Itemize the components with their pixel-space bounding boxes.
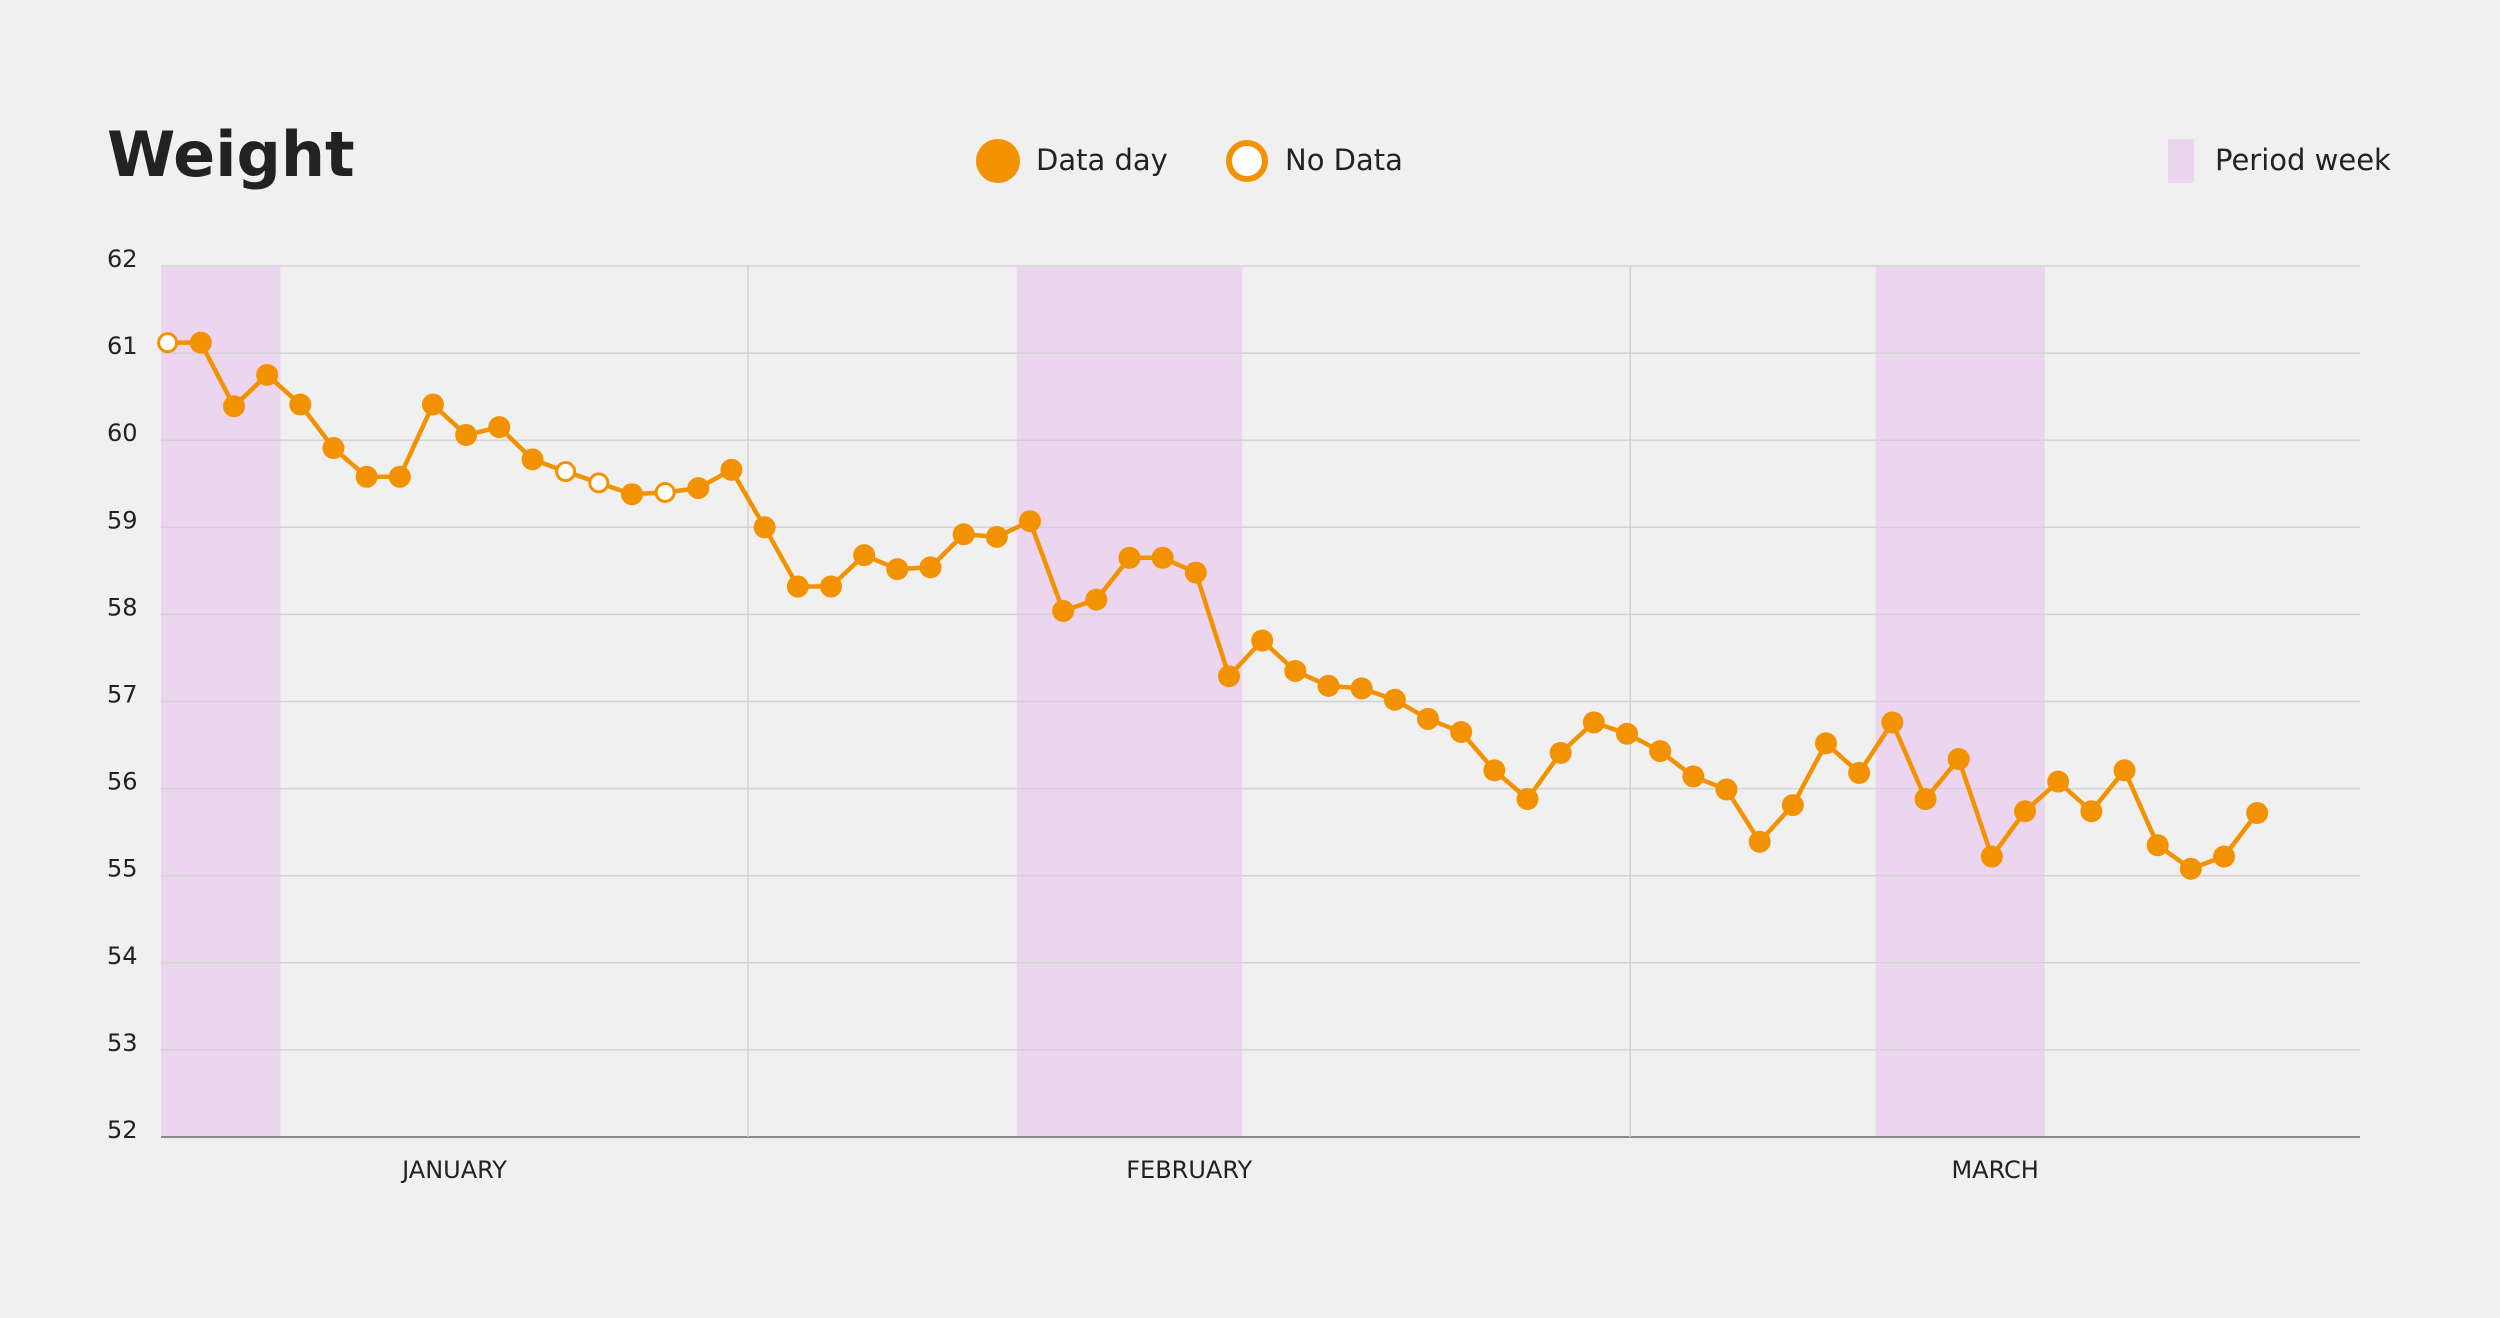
data-point xyxy=(786,575,809,598)
data-point xyxy=(1980,845,2003,868)
data-point xyxy=(1416,707,1439,730)
no-data-point xyxy=(588,472,610,494)
data-point xyxy=(1251,629,1274,652)
line-segment xyxy=(1890,721,1928,800)
line-segment xyxy=(1027,520,1066,612)
data-point xyxy=(1052,599,1075,622)
data-point xyxy=(1947,747,1970,770)
data-point xyxy=(1483,759,1506,782)
data-point xyxy=(1118,546,1141,569)
y-tick-label: 57 xyxy=(107,681,138,709)
no-data-point xyxy=(157,332,179,354)
data-point xyxy=(1450,720,1473,743)
y-tick-label: 61 xyxy=(107,332,138,360)
data-point xyxy=(388,465,411,488)
y-tick-label: 58 xyxy=(107,593,138,621)
data-point xyxy=(620,483,643,506)
data-point xyxy=(1781,794,1804,817)
line-segment xyxy=(1193,571,1232,677)
data-point xyxy=(687,477,710,500)
y-tick-label: 52 xyxy=(107,1116,138,1144)
data-point xyxy=(1549,741,1572,764)
data-point xyxy=(1748,830,1771,853)
data-point xyxy=(2113,759,2136,782)
data-point xyxy=(1881,711,1904,734)
data-point xyxy=(289,393,312,416)
legend-label: Period week xyxy=(2215,143,2391,177)
data-point xyxy=(1914,788,1937,811)
line-segment xyxy=(397,403,436,478)
data-point xyxy=(2213,845,2236,868)
data-point xyxy=(1815,732,1838,755)
legend-label: No Data xyxy=(1285,143,1403,177)
data-point xyxy=(222,395,245,418)
data-point xyxy=(1516,788,1539,811)
data-point xyxy=(2080,800,2103,823)
no-data-point xyxy=(555,461,577,483)
data-point xyxy=(1649,740,1672,763)
y-tick-label: 59 xyxy=(107,506,138,534)
data-point xyxy=(421,393,444,416)
chart-title: Weight xyxy=(107,118,355,191)
y-tick-label: 55 xyxy=(107,855,138,883)
data-point xyxy=(886,558,909,581)
data-point xyxy=(919,556,942,579)
data-point xyxy=(2146,834,2169,857)
data-point xyxy=(2014,800,2037,823)
data-point xyxy=(1184,561,1207,584)
data-point xyxy=(322,437,345,460)
line-segment xyxy=(1790,742,1828,807)
y-tick-label: 62 xyxy=(107,245,138,273)
y-tick-label: 53 xyxy=(107,1029,138,1057)
line-segment xyxy=(2122,769,2160,847)
no-data-point xyxy=(654,481,676,503)
data-point xyxy=(355,465,378,488)
data-point xyxy=(1616,722,1638,745)
line-segment xyxy=(1956,758,1994,858)
data-point xyxy=(1715,778,1738,801)
data-point xyxy=(1284,660,1307,683)
legend-marker xyxy=(976,139,1020,183)
data-point xyxy=(2179,857,2202,880)
data-point xyxy=(753,516,776,539)
data-point xyxy=(1217,665,1240,688)
data-point xyxy=(1682,765,1705,788)
data-point xyxy=(455,423,478,446)
line-segment xyxy=(762,526,800,588)
line-segment xyxy=(198,341,236,408)
month-label: JANUARY xyxy=(400,1156,507,1184)
data-point xyxy=(985,525,1008,548)
data-point xyxy=(2047,770,2070,793)
data-point xyxy=(488,416,511,439)
data-point xyxy=(1151,546,1174,569)
data-point xyxy=(2246,801,2269,824)
data-point xyxy=(256,363,279,386)
legend-marker xyxy=(1226,140,1268,182)
data-point xyxy=(1383,688,1406,711)
data-point xyxy=(1582,711,1605,734)
data-point xyxy=(1350,677,1373,700)
data-point xyxy=(521,448,544,471)
y-tick-label: 56 xyxy=(107,768,138,796)
y-tick-label: 54 xyxy=(107,942,138,970)
data-point xyxy=(1085,588,1108,611)
legend-marker xyxy=(2168,139,2194,183)
data-point xyxy=(1317,674,1340,697)
month-label: FEBRUARY xyxy=(1126,1156,1252,1184)
data-point xyxy=(189,331,212,354)
line-segment xyxy=(729,468,767,529)
month-label: MARCH xyxy=(1951,1156,2038,1184)
data-point xyxy=(1018,510,1041,533)
data-point xyxy=(853,544,876,567)
data-point xyxy=(819,575,842,598)
legend-label: Data day xyxy=(1036,143,1168,177)
data-point xyxy=(952,523,975,546)
data-point xyxy=(1848,761,1871,784)
y-tick-label: 60 xyxy=(107,419,138,447)
data-point xyxy=(720,458,743,481)
